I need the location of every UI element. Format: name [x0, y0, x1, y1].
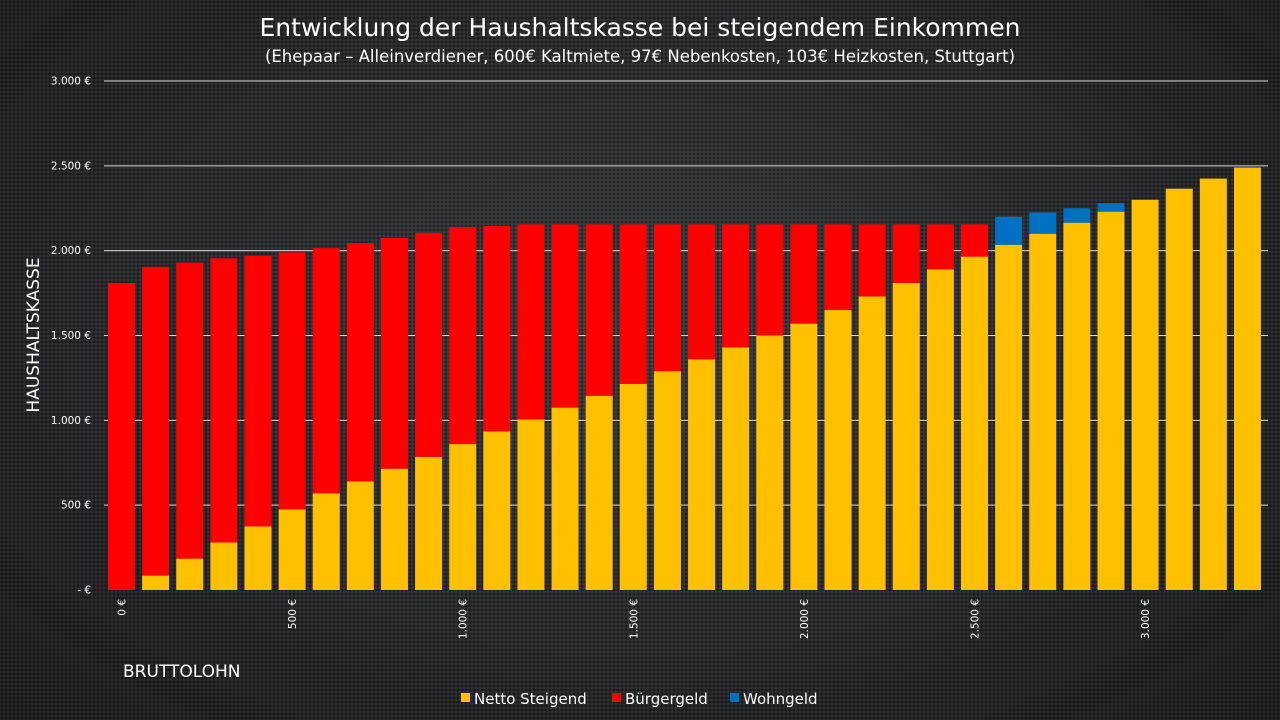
bar-netto: [517, 419, 545, 590]
bar-buergergeld: [824, 224, 852, 311]
bar-netto: [415, 456, 443, 590]
bar-buergergeld: [892, 224, 920, 283]
bar-buergergeld: [585, 224, 613, 396]
bar-buergergeld: [790, 224, 818, 324]
bar-wohngeld: [1097, 203, 1125, 212]
bar-buergergeld: [312, 248, 340, 494]
bar-netto: [961, 256, 988, 590]
bar-netto: [688, 359, 716, 590]
legend-label-netto: Netto Steigend: [474, 690, 587, 708]
x-tick-label: 1.500 €: [628, 599, 640, 639]
bar-netto: [926, 269, 954, 590]
bar-buergergeld: [961, 224, 988, 257]
bars: [108, 167, 1261, 591]
bar-netto: [1097, 211, 1125, 591]
legend-label-wohngeld: Wohngeld: [743, 690, 818, 708]
bar-netto: [1233, 167, 1261, 590]
legend-label-buergergeld: Bürgergeld: [625, 690, 708, 708]
bar-buergergeld: [346, 243, 374, 482]
bar-netto: [653, 371, 681, 590]
bar-buergergeld: [278, 252, 306, 510]
bar-netto: [312, 493, 340, 590]
bar-netto: [346, 481, 374, 590]
bar-buergergeld: [244, 255, 272, 527]
bar-netto: [619, 383, 647, 590]
bar-buergergeld: [858, 224, 886, 297]
y-tick-label: 1.000 €: [51, 415, 91, 427]
bar-netto: [1029, 233, 1057, 590]
bar-buergergeld: [551, 224, 579, 408]
bar-buergergeld: [108, 282, 135, 590]
bar-netto: [176, 558, 204, 590]
y-tick-label: 3.000 €: [51, 76, 91, 88]
bar-netto: [1063, 222, 1091, 590]
bar-netto: [1131, 199, 1159, 590]
bar-buergergeld: [176, 262, 204, 559]
x-tick-label: 500 €: [287, 599, 299, 629]
y-tick-label: 2.000 €: [51, 245, 91, 257]
bar-netto: [995, 244, 1023, 590]
y-axis-label: HAUSHALTSKASSE: [24, 257, 44, 412]
bar-buergergeld: [926, 224, 954, 270]
legend: Netto Steigend Bürgergeld Wohngeld: [461, 690, 818, 708]
bar-buergergeld: [415, 232, 443, 457]
x-tick-label: 0 €: [117, 599, 129, 616]
bar-netto: [1165, 188, 1193, 590]
x-axis-label: BRUTTOLOHN: [123, 662, 241, 682]
bar-buergergeld: [380, 237, 408, 469]
bar-netto: [756, 335, 784, 590]
bar-netto: [483, 431, 511, 590]
bar-netto: [824, 310, 852, 590]
bar-buergergeld: [722, 224, 750, 348]
bar-buergergeld: [449, 226, 477, 445]
x-tick-label: 2.000 €: [799, 599, 811, 639]
x-tick-label: 1.000 €: [458, 599, 470, 639]
bar-netto: [244, 526, 272, 590]
bar-buergergeld: [756, 224, 784, 336]
x-tick-label: 2.500 €: [970, 599, 982, 639]
bar-netto: [722, 347, 750, 590]
bar-wohngeld: [1029, 212, 1057, 234]
bar-netto: [858, 296, 886, 590]
legend-swatch-buergergeld: [612, 693, 621, 702]
bar-buergergeld: [688, 224, 716, 360]
bar-wohngeld: [995, 216, 1023, 245]
bar-netto: [142, 575, 170, 590]
bar-netto: [449, 444, 477, 590]
bar-netto: [210, 542, 238, 590]
y-axis-ticks: - € 500 € 1.000 € 1.500 € 2.000 € 2.500 € 3.00…: [51, 76, 91, 597]
bar-netto: [551, 407, 579, 590]
x-axis-ticks: 0 € 500 € 1.000 € 1.500 € 2.000 € 2.500 € 3.00…: [117, 599, 1153, 639]
y-tick-label: 500 €: [61, 500, 91, 512]
bar-netto: [790, 323, 818, 590]
bar-buergergeld: [142, 266, 170, 576]
bar-buergergeld: [619, 224, 647, 384]
legend-swatch-wohngeld: [730, 693, 739, 702]
bar-wohngeld: [1063, 208, 1091, 223]
bar-buergergeld: [210, 258, 238, 543]
bar-netto: [1199, 178, 1227, 590]
bar-buergergeld: [483, 226, 511, 432]
legend-swatch-netto: [461, 693, 470, 702]
bar-buergergeld: [517, 224, 545, 420]
bar-netto: [278, 509, 306, 590]
bar-netto: [892, 282, 920, 590]
bar-netto: [585, 395, 613, 590]
y-tick-label: - €: [77, 585, 91, 597]
y-tick-label: 1.500 €: [51, 330, 91, 342]
bar-netto: [380, 468, 408, 590]
chart-subtitle: (Ehepaar – Alleinverdiener, 600€ Kaltmie…: [265, 47, 1015, 66]
y-tick-label: 2.500 €: [51, 160, 91, 172]
bar-buergergeld: [653, 224, 681, 372]
chart-title: Entwicklung der Haushaltskasse bei steig…: [260, 13, 1021, 42]
x-tick-label: 3.000 €: [1140, 599, 1152, 639]
